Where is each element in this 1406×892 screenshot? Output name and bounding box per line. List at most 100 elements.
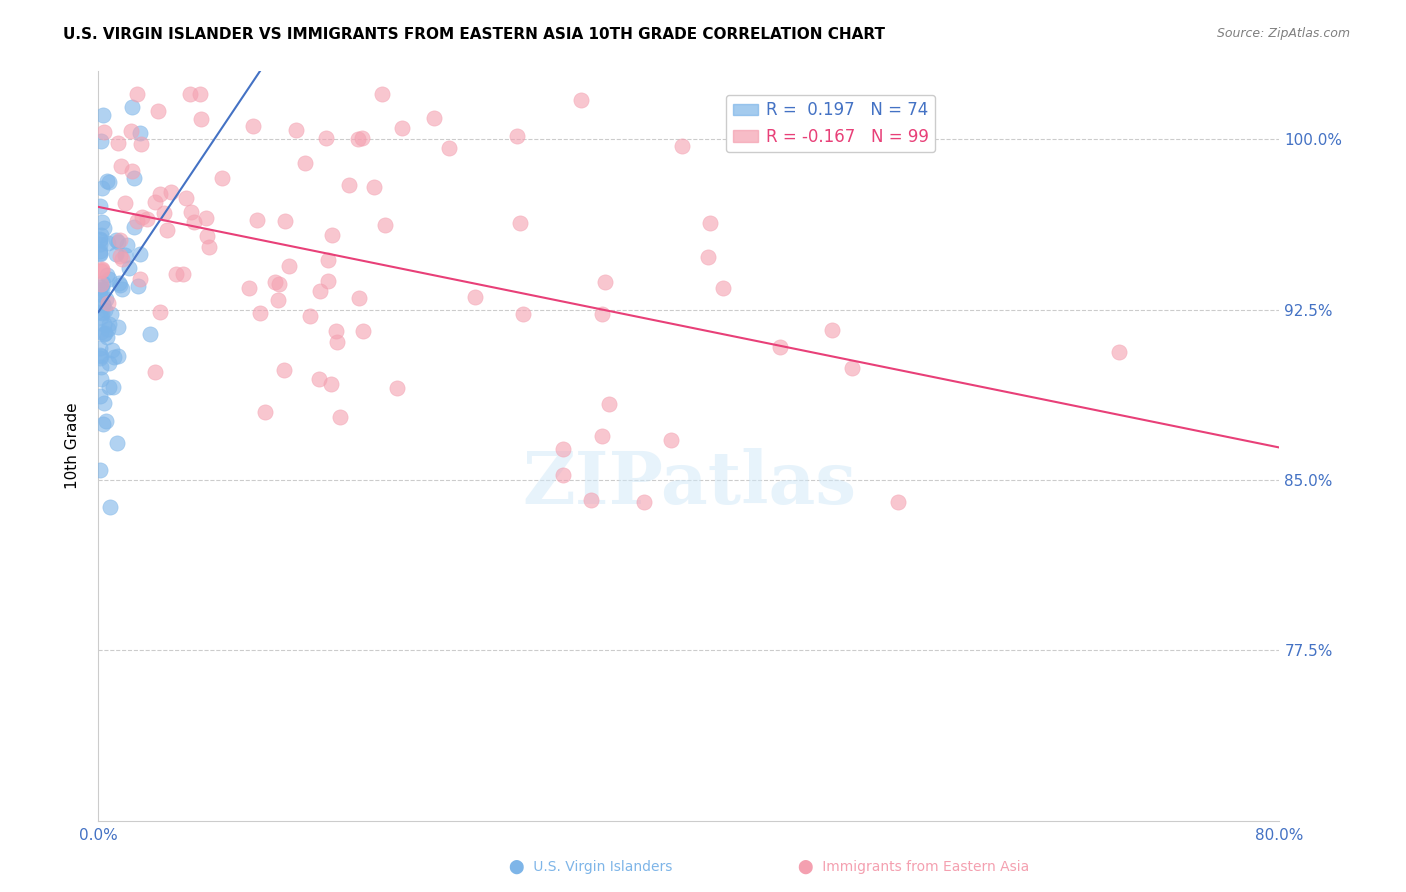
Point — [188, 87, 211, 101]
Point — [274, 213, 297, 227]
Point — [127, 87, 149, 101]
Point — [273, 362, 295, 376]
Point — [98, 317, 121, 331]
Point — [105, 436, 128, 450]
Point — [107, 349, 129, 363]
Point — [89, 351, 111, 366]
Point — [326, 335, 349, 350]
Point — [91, 181, 114, 195]
Point — [165, 268, 187, 282]
Point — [122, 219, 145, 234]
Point — [108, 233, 131, 247]
Point — [581, 492, 603, 507]
Point — [98, 175, 121, 189]
Point — [238, 281, 260, 295]
Point — [89, 233, 111, 247]
Point — [267, 277, 290, 292]
Point — [90, 359, 112, 374]
Point — [551, 442, 574, 456]
Point — [315, 131, 337, 145]
Point — [100, 307, 122, 321]
Point — [246, 213, 269, 227]
Point — [347, 131, 370, 145]
Point — [93, 125, 115, 139]
Point — [371, 87, 394, 101]
Point — [111, 252, 134, 267]
Point — [129, 136, 152, 151]
Point — [121, 100, 143, 114]
Point — [91, 417, 114, 431]
Point — [277, 259, 299, 273]
Point — [94, 292, 117, 306]
Point — [374, 218, 396, 232]
Point — [96, 414, 118, 428]
Point — [101, 380, 124, 394]
Text: Source: ZipAtlas.com: Source: ZipAtlas.com — [1216, 27, 1350, 40]
Point — [337, 178, 360, 192]
Point — [593, 275, 616, 289]
Point — [90, 310, 112, 325]
Point — [89, 341, 111, 355]
Point — [422, 111, 444, 125]
Point — [821, 323, 844, 337]
Point — [841, 360, 863, 375]
Point — [90, 277, 112, 292]
Point — [153, 206, 176, 220]
Point — [108, 276, 131, 290]
Point — [94, 303, 117, 318]
Point — [143, 195, 166, 210]
Text: ⬤  U.S. Virgin Islanders: ⬤ U.S. Virgin Islanders — [509, 860, 672, 874]
Point — [591, 307, 613, 321]
Point — [91, 276, 114, 290]
Point — [98, 380, 121, 394]
Point — [591, 429, 613, 443]
Point — [329, 409, 352, 424]
Point — [254, 405, 277, 419]
Point — [96, 330, 118, 344]
Point — [91, 262, 114, 277]
Point — [89, 463, 111, 477]
Point — [98, 500, 121, 514]
Point — [316, 253, 339, 268]
Point — [103, 350, 125, 364]
Point — [89, 199, 111, 213]
Point — [94, 326, 117, 340]
Point — [91, 297, 114, 311]
Point — [319, 376, 342, 391]
Point — [195, 229, 218, 244]
Point — [249, 306, 271, 320]
Point — [887, 494, 910, 508]
Point — [1108, 344, 1130, 359]
Point — [122, 171, 145, 186]
Point — [352, 324, 374, 338]
Point — [633, 495, 655, 509]
Point — [97, 235, 120, 250]
Point — [96, 174, 118, 188]
Point — [321, 227, 343, 242]
Point — [509, 216, 531, 230]
Point — [325, 324, 347, 338]
Point — [174, 191, 197, 205]
Point — [512, 307, 534, 321]
Point — [104, 233, 127, 247]
Point — [464, 291, 486, 305]
Point — [93, 220, 115, 235]
Point — [263, 275, 285, 289]
Point — [198, 240, 221, 254]
Point — [89, 245, 111, 260]
Point — [98, 356, 121, 370]
Point — [91, 108, 114, 122]
Point — [89, 348, 111, 362]
Point — [115, 238, 138, 252]
Point — [89, 246, 111, 260]
Text: ZIPatlas: ZIPatlas — [522, 448, 856, 519]
Point — [97, 322, 120, 336]
Point — [294, 155, 316, 169]
Point — [89, 232, 111, 246]
Point — [149, 187, 172, 202]
Point — [89, 244, 111, 259]
Point — [659, 434, 682, 448]
Point — [93, 396, 115, 410]
Point — [96, 268, 118, 283]
Point — [91, 282, 114, 296]
